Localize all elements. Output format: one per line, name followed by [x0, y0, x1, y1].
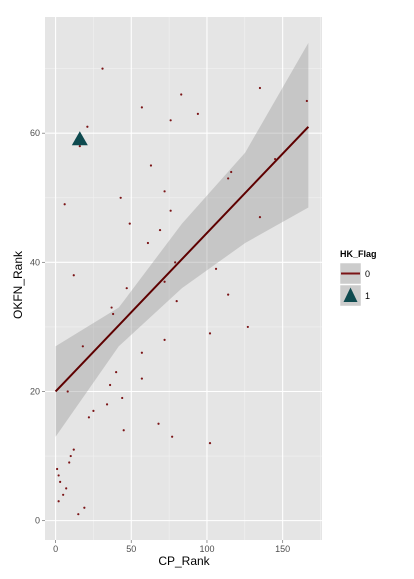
legend-label-0: 0	[365, 269, 370, 279]
data-point	[105, 403, 109, 406]
data-point	[125, 287, 128, 290]
data-point	[146, 241, 150, 245]
data-point	[110, 306, 113, 309]
data-point	[163, 190, 166, 193]
data-point	[230, 170, 233, 174]
data-point	[92, 409, 95, 412]
data-point	[163, 280, 166, 283]
data-point	[69, 454, 72, 458]
data-point	[140, 351, 143, 354]
y-axis-title: OKFN_Rank	[11, 250, 25, 319]
legend-triangle-swatch	[343, 287, 358, 302]
x-tick-label: 0	[53, 544, 58, 554]
data-point	[78, 145, 81, 148]
data-point-triangle	[71, 131, 88, 146]
data-point	[305, 99, 308, 103]
data-point	[83, 506, 86, 509]
data-point	[87, 416, 90, 419]
data-point	[163, 338, 166, 341]
data-point	[157, 422, 160, 425]
y-tick-label: 0	[35, 516, 40, 526]
data-point	[72, 274, 75, 277]
data-point	[122, 429, 125, 432]
data-point	[227, 177, 230, 180]
grid-minor	[45, 17, 322, 540]
x-tick-label: 50	[126, 544, 136, 554]
x-axis-ticks: 0 50 100 150	[53, 540, 290, 554]
data-point	[108, 383, 112, 387]
y-tick-label: 40	[30, 257, 40, 267]
data-point	[77, 513, 80, 516]
legend-title: HK_Flag	[340, 249, 377, 259]
data-point	[175, 299, 178, 303]
data-point	[174, 261, 177, 264]
data-point	[56, 467, 59, 471]
grid-major	[45, 17, 322, 540]
data-point	[140, 106, 143, 109]
y-tick-label: 20	[30, 386, 40, 396]
data-point	[227, 293, 230, 296]
data-point	[169, 209, 172, 212]
data-point	[273, 157, 277, 161]
data-point	[68, 461, 71, 464]
data-point	[171, 435, 174, 438]
data-point	[119, 196, 122, 199]
data-point	[115, 371, 118, 374]
y-axis-ticks: 0 20 40 60	[30, 128, 45, 526]
data-point	[59, 480, 62, 483]
data-point	[258, 216, 262, 219]
data-point	[86, 125, 89, 128]
x-tick-label: 150	[275, 544, 290, 554]
legend-label-1: 1	[365, 291, 370, 301]
data-points	[56, 67, 308, 516]
data-point	[169, 119, 172, 122]
data-point	[208, 442, 212, 445]
x-tick-label: 100	[199, 544, 214, 554]
trend-line	[54, 126, 310, 393]
data-point	[258, 86, 262, 90]
plot-panel	[45, 17, 322, 540]
confidence-band-layer	[55, 42, 309, 437]
confidence-band	[55, 42, 309, 437]
data-point	[180, 93, 183, 96]
trend-line-layer	[54, 126, 310, 393]
data-point	[66, 390, 69, 393]
data-point	[81, 345, 84, 348]
x-axis-title: CP_Rank	[158, 554, 210, 568]
data-point	[196, 112, 199, 115]
data-point	[57, 474, 60, 477]
y-tick-label: 60	[30, 128, 40, 138]
data-point	[62, 493, 65, 496]
data-point	[112, 312, 115, 316]
data-point	[101, 67, 104, 70]
data-point	[63, 203, 66, 206]
data-point	[149, 164, 153, 167]
data-point	[65, 487, 68, 490]
data-point	[121, 396, 124, 400]
data-point	[72, 448, 75, 451]
data-point	[158, 228, 162, 232]
data-point	[246, 325, 249, 329]
data-point	[128, 222, 131, 225]
legend: HK_Flag 0 1	[339, 249, 377, 307]
data-point	[208, 332, 212, 335]
data-point	[214, 267, 218, 270]
data-point	[140, 377, 143, 380]
data-point	[57, 500, 60, 503]
legend-point-swatch	[349, 272, 352, 275]
